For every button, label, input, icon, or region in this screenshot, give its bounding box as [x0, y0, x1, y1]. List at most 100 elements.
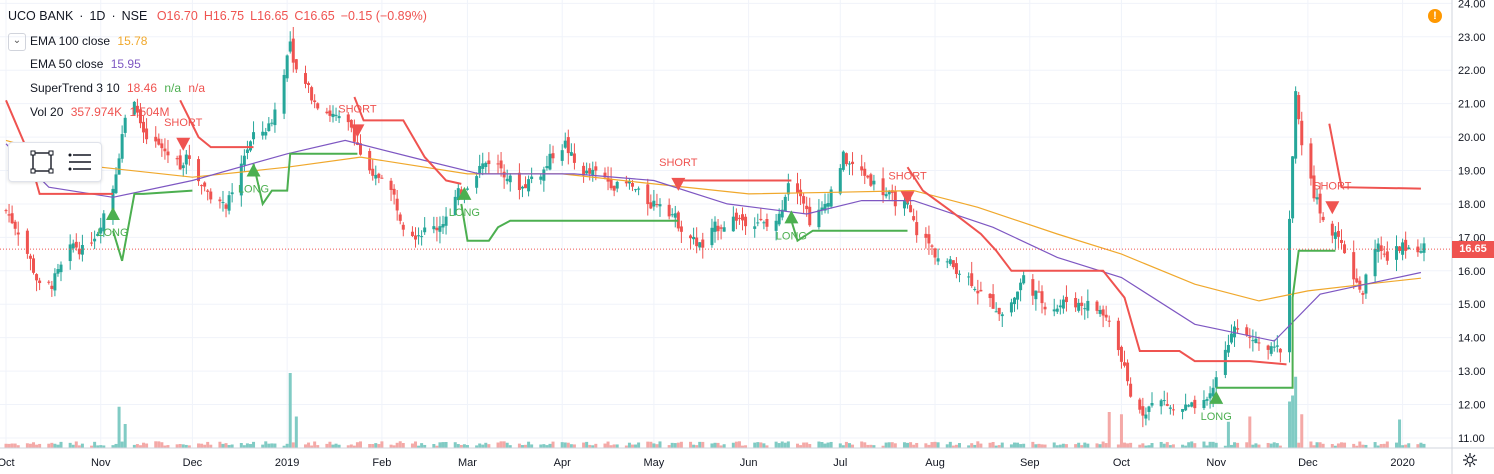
candle-body: [359, 143, 362, 155]
volume-bar: [401, 443, 405, 448]
candle-body: [1382, 253, 1386, 255]
volume-bar: [1190, 441, 1194, 448]
chevron-down-icon[interactable]: ⌄: [8, 33, 26, 51]
candle-body: [1339, 239, 1343, 243]
volume-bar: [548, 443, 552, 448]
symbol-name[interactable]: UCO BANK: [8, 9, 74, 23]
volume-bar: [218, 441, 222, 448]
legend-volume[interactable]: Vol 20 357.974K 1.504M: [30, 105, 173, 119]
candle-body: [1398, 246, 1402, 251]
volume-bar: [1077, 442, 1081, 448]
volume-bar: [135, 444, 139, 448]
candle-body: [1318, 193, 1322, 214]
legend-ema50[interactable]: EMA 50 close 15.95: [30, 57, 145, 71]
candle-body: [368, 151, 372, 171]
volume-bar: [615, 444, 619, 448]
volume-bar: [1205, 445, 1209, 448]
candle-body: [780, 209, 784, 218]
candle-body: [716, 225, 720, 232]
volume-bar: [744, 445, 748, 448]
volume-bar: [765, 445, 769, 448]
volume-bar: [1138, 444, 1142, 448]
volume-bar: [13, 443, 17, 448]
volume-bar: [1300, 414, 1304, 448]
short-signal-label: SHORT: [888, 170, 927, 182]
supertrend-up-line: [252, 152, 358, 207]
volume-bar: [267, 443, 271, 448]
candle-body: [948, 259, 952, 264]
volume-bar: [1352, 443, 1356, 448]
volume-bar: [976, 441, 980, 448]
candle-body: [520, 186, 524, 189]
volume-bar: [32, 442, 36, 448]
legend-supertrend[interactable]: SuperTrend 3 10 18.46 n/a n/a: [30, 81, 209, 95]
legend-ema100[interactable]: ⌄ EMA 100 close 15.78: [8, 33, 151, 51]
candle-body: [936, 258, 940, 262]
candle-body: [1315, 197, 1319, 200]
drawing-toolbox[interactable]: [8, 142, 102, 182]
volume-bar: [1009, 444, 1013, 448]
volume-bar: [1269, 443, 1273, 448]
candle-body: [456, 188, 460, 201]
gear-icon[interactable]: [1462, 452, 1478, 468]
candle-body: [1278, 348, 1282, 353]
volume-bar: [630, 444, 634, 448]
candle-body: [1245, 327, 1249, 336]
volume-bar: [627, 442, 631, 448]
volume-bar: [28, 443, 32, 448]
candle-body: [658, 204, 662, 207]
y-tick-label: 15.00: [1458, 299, 1486, 311]
candle-body: [731, 216, 735, 232]
volume-bar: [438, 442, 442, 448]
volume-bar: [1355, 445, 1359, 448]
last-price-label: 16.65: [1452, 241, 1494, 258]
volume-bar: [453, 442, 457, 448]
candle-body: [695, 237, 699, 247]
volume-bar: [1229, 444, 1233, 448]
y-tick-label: 11.00: [1458, 433, 1485, 445]
candle-body: [1352, 252, 1356, 280]
candle-body: [563, 140, 567, 148]
volume-bar: [1364, 444, 1368, 448]
volume-bar: [762, 443, 766, 448]
volume-bar: [181, 444, 185, 448]
volume-bar: [1123, 442, 1127, 448]
text-lines-icon[interactable]: [67, 149, 93, 175]
volume-bar: [154, 441, 158, 448]
volume-bar: [1248, 416, 1252, 448]
candle-body: [221, 202, 225, 204]
x-tick-label: Dec: [1298, 457, 1318, 469]
volume-bar: [1208, 441, 1212, 448]
volume-bar: [316, 445, 320, 448]
volume-bar: [432, 444, 436, 448]
volume-bar: [1398, 419, 1402, 448]
candle-body: [1104, 314, 1108, 318]
interval-label[interactable]: 1D: [89, 9, 106, 23]
volume-bar: [734, 441, 738, 448]
ema100-line: [5, 139, 1421, 302]
candle-body: [545, 166, 549, 169]
candle-body: [487, 160, 491, 165]
volume-bar: [1318, 442, 1322, 448]
candle-body: [465, 188, 469, 190]
volume-bar: [1333, 445, 1337, 448]
candle-body: [1385, 251, 1389, 261]
volume-bar: [1226, 421, 1230, 448]
volume-bar: [47, 443, 51, 448]
candle-body: [796, 183, 800, 193]
exclamation-icon[interactable]: !: [1428, 9, 1442, 23]
candle-body: [710, 227, 714, 246]
volume-bar: [93, 441, 97, 448]
volume-bar: [1052, 442, 1056, 448]
candle-body: [924, 233, 928, 238]
volume-bar: [371, 444, 375, 448]
candle-body: [1184, 404, 1188, 411]
rectangle-icon[interactable]: [29, 149, 55, 175]
candle-body: [734, 212, 738, 221]
ohlc-high: H16.75: [203, 9, 245, 23]
volume-bar: [50, 442, 54, 448]
volume-bar: [166, 445, 170, 448]
candle-body: [1055, 308, 1059, 312]
